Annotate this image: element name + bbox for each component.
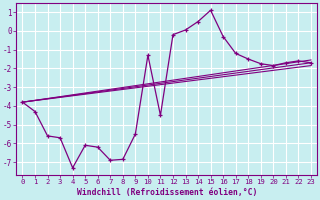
X-axis label: Windchill (Refroidissement éolien,°C): Windchill (Refroidissement éolien,°C) <box>76 188 257 197</box>
